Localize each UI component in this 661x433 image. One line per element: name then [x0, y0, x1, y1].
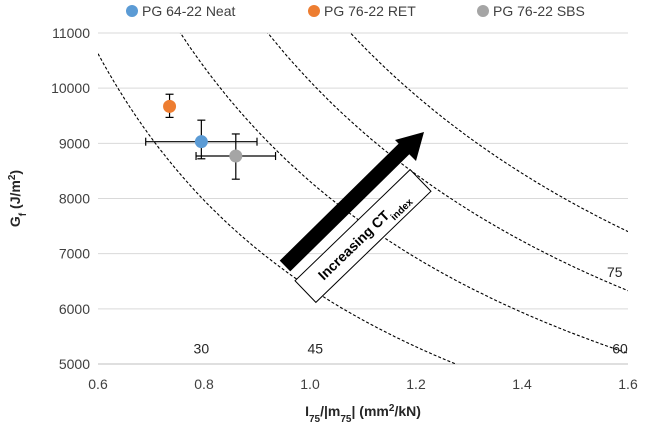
- x-tick-label: 1.6: [618, 376, 638, 392]
- data-point-marker: [163, 99, 177, 113]
- data-point-marker: [194, 135, 208, 149]
- arrow-shaft: [279, 139, 414, 272]
- ct-contour-line: [349, 33, 628, 233]
- series-point-group: [163, 93, 177, 119]
- y-tick-label: 11000: [52, 25, 90, 41]
- x-tick-labels: 0.6 0.8 1.0 1.2 1.4 1.6: [88, 376, 638, 392]
- x-tick-label: 1.2: [406, 376, 426, 392]
- increasing-ct-arrow: Increasing CTindex: [279, 132, 432, 304]
- y-tick-label: 5000: [59, 356, 90, 372]
- ct-contour-label: 30: [194, 341, 210, 357]
- ct-contour-line: [179, 33, 628, 354]
- y-tick-label: 6000: [59, 301, 90, 317]
- y-tick-labels: 5000 6000 7000 8000 9000 10000 11000: [51, 25, 90, 372]
- y-tick-label: 8000: [59, 191, 90, 207]
- y-tick-label: 7000: [59, 246, 90, 262]
- ct-contour-label: 75: [607, 264, 623, 280]
- ct-contour-line: [267, 33, 628, 292]
- y-axis-title: Gf (J/m2): [7, 170, 29, 227]
- legend: PG 64-22 Neat PG 76-22 RET PG 76-22 SBS: [126, 3, 585, 19]
- ct-contour-label: 45: [308, 341, 324, 357]
- x-tick-label: 0.8: [194, 376, 214, 392]
- series-point-group: [145, 119, 258, 160]
- annotation-text: Increasing CTindex: [315, 189, 416, 287]
- legend-marker: [126, 5, 138, 17]
- annotation-frame: [294, 168, 432, 304]
- x-axis-title: I75/|m75| (mm2/kN): [305, 403, 421, 425]
- legend-label: PG 76-22 RET: [324, 3, 416, 19]
- x-tick-label: 1.4: [512, 376, 532, 392]
- legend-marker: [477, 5, 489, 17]
- ct-contour-line: [98, 53, 458, 364]
- x-tick-label: 1.0: [300, 376, 320, 392]
- y-tick-label: 10000: [51, 80, 90, 96]
- data-points: [145, 93, 277, 180]
- legend-marker: [308, 5, 320, 17]
- x-tick-label: 0.6: [88, 376, 108, 392]
- ct-index-contours: 30 45 60 75: [98, 33, 628, 364]
- series-point-group: [195, 133, 277, 180]
- legend-label: PG 76-22 SBS: [493, 3, 585, 19]
- arrow-head: [395, 132, 424, 161]
- y-tick-label: 9000: [59, 135, 90, 151]
- ct-contour-label: 60: [612, 341, 628, 357]
- legend-label: PG 64-22 Neat: [142, 3, 235, 19]
- data-point-marker: [229, 149, 243, 163]
